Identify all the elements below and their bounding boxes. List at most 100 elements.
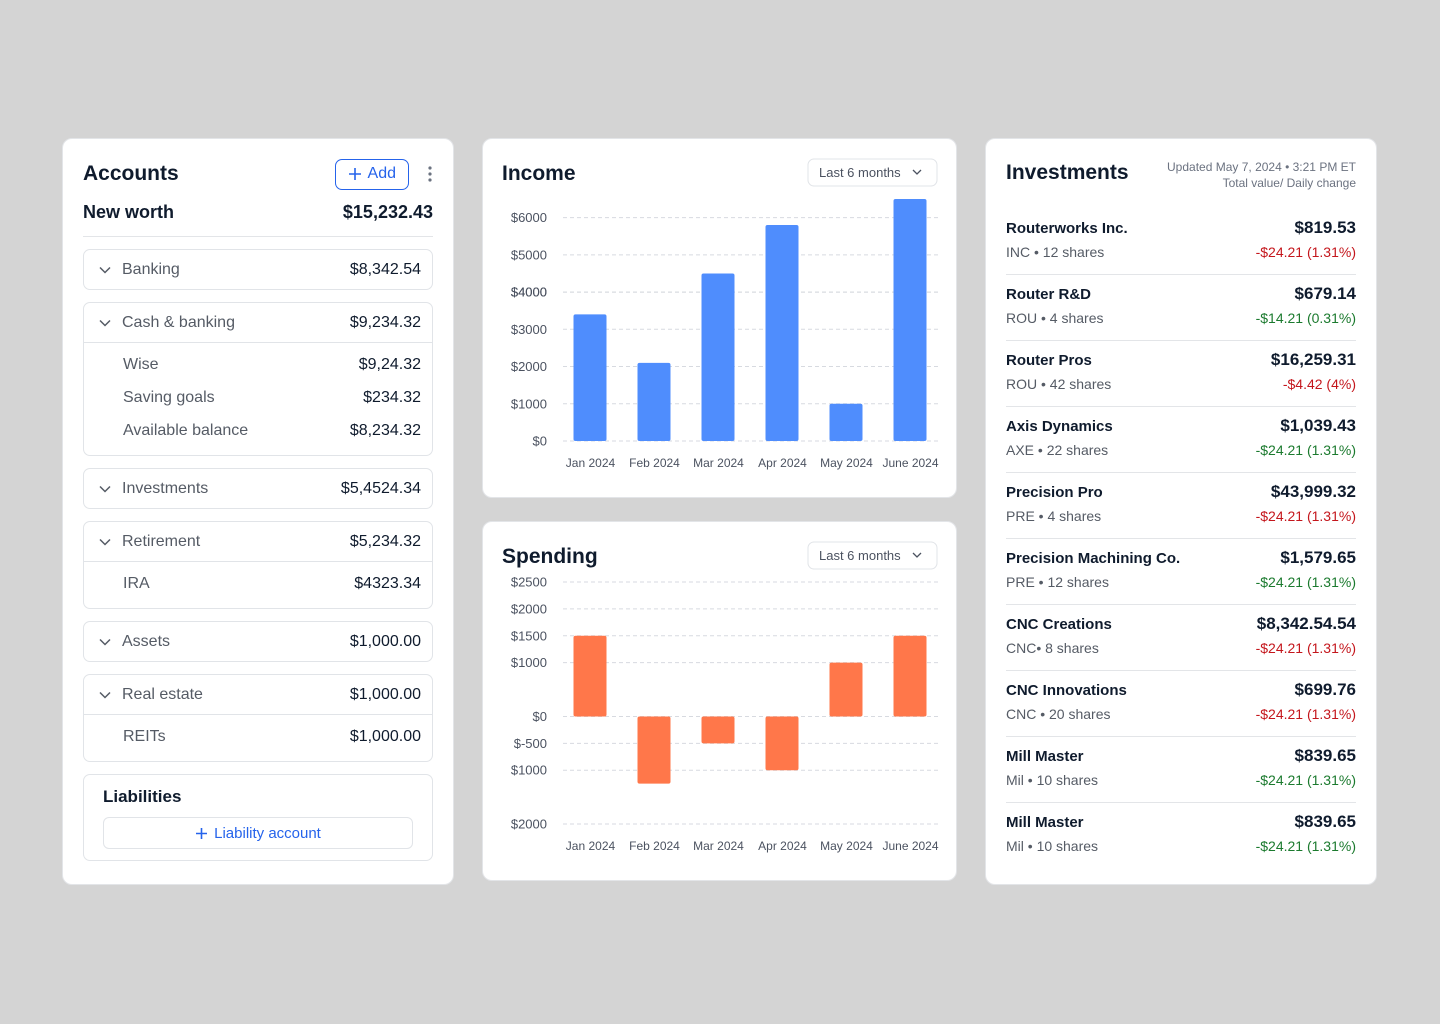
- holding-name: Mill Master: [1006, 747, 1084, 765]
- holding-top: Precision Machining Co. $1,579.65: [1006, 547, 1356, 569]
- account-group: Investments $5,4524.34: [83, 468, 433, 509]
- group-header[interactable]: Assets $1,000.00: [84, 622, 432, 661]
- x-tick-label: June 2024: [882, 456, 938, 470]
- add-button[interactable]: Add: [334, 158, 409, 190]
- subtitle: Total value/ Daily change: [1222, 176, 1356, 190]
- x-tick-label: Mar 2024: [693, 456, 744, 470]
- account-name: REITs: [123, 727, 166, 745]
- holding-detail: PRE • 4 shares: [1006, 508, 1102, 524]
- holding-detail: Mil • 10 shares: [1006, 838, 1099, 854]
- y-tick-label: $4000: [511, 285, 547, 300]
- liability-button[interactable]: Liability account: [103, 817, 413, 849]
- holding-detail: CNC• 8 shares: [1006, 640, 1099, 656]
- chevron-icon: [99, 319, 111, 327]
- group-name: Cash & banking: [122, 313, 235, 331]
- liabilities-title: Liabilities: [103, 787, 182, 806]
- x-tick-label: May 2024: [820, 456, 873, 470]
- group-name-wrap: Real estate: [98, 686, 203, 704]
- y-tick-label: $2500: [511, 575, 547, 590]
- account-group: Banking $8,342.54: [83, 249, 433, 290]
- holding-change: -$24.21 (1.31%): [1255, 706, 1356, 722]
- group-name: Investments: [122, 479, 209, 497]
- holding-detail: Mil • 10 shares: [1006, 772, 1099, 788]
- range-dropdown[interactable]: [807, 158, 938, 187]
- holding-change: -$24.21 (1.31%): [1255, 508, 1356, 524]
- bar: [893, 635, 927, 717]
- y-tick-label: $6000: [511, 210, 547, 225]
- more-icon[interactable]: [427, 165, 433, 183]
- x-tick-label: Jan 2024: [566, 456, 616, 470]
- holding: CNC Creations $8,342.54.54 CNC• 8 shares -$…: [1006, 605, 1356, 671]
- x-tick-label: Mar 2024: [693, 839, 744, 853]
- holding-name: CNC Innovations: [1006, 681, 1127, 699]
- chart-title: Spending: [502, 545, 598, 568]
- group-name: Banking: [122, 260, 180, 278]
- group-header[interactable]: Banking $8,342.54: [84, 250, 432, 289]
- account-group: Cash & banking $9,234.32 Wise $9,24.32 Savin…: [83, 302, 433, 456]
- holding: CNC Innovations $699.76 CNC • 20 shares -$2…: [1006, 671, 1356, 737]
- investments-card: Investments Updated May 7, 2024 • 3:21 P…: [985, 138, 1377, 885]
- holding-top: CNC Innovations $699.76: [1006, 679, 1356, 701]
- x-tick-label: June 2024: [882, 839, 938, 853]
- holding-detail: CNC • 20 shares: [1006, 706, 1111, 722]
- holding: Mill Master $839.65 Mil • 10 shares -$24.21…: [1006, 737, 1356, 803]
- holding-bottom: Mil • 10 shares -$24.21 (1.31%): [1006, 767, 1356, 793]
- chevron-icon: [99, 538, 111, 546]
- account-amount: $1,000.00: [349, 727, 421, 745]
- updated: Updated May 7, 2024 • 3:21 PM ET: [1167, 160, 1356, 174]
- holding-value: $839.65: [1294, 746, 1356, 765]
- bar: [573, 635, 607, 717]
- group-amount: $5,234.32: [349, 532, 421, 550]
- account-row: REITs $1,000.00: [84, 720, 432, 753]
- bar: [701, 716, 735, 744]
- bar: [765, 225, 799, 441]
- y-tick-label: $0: [533, 709, 547, 724]
- chevron-icon: [99, 485, 111, 493]
- plus-icon: [196, 827, 208, 839]
- group-items: Wise $9,24.32 Saving goals $234.32 Available…: [84, 342, 432, 455]
- y-tick-label: $3000: [511, 322, 547, 337]
- holding-bottom: INC • 12 shares -$24.21 (1.31%): [1006, 239, 1356, 265]
- chart: Income Last 6 months$6000$5000$4000$4000$…: [502, 158, 939, 470]
- group-amount: $1,000.00: [349, 685, 421, 703]
- holding-top: CNC Creations $8,342.54.54: [1006, 613, 1356, 635]
- group-name-wrap: Banking: [98, 261, 180, 279]
- holding-name: CNC Creations: [1006, 615, 1112, 633]
- x-tick-label: Apr 2024: [758, 456, 807, 470]
- chevron-icon: [99, 638, 111, 646]
- account-row: Saving goals $234.32: [84, 381, 432, 414]
- holding-top: Router Pros $16,259.31: [1006, 349, 1356, 371]
- x-tick-label: Feb 2024: [629, 456, 680, 470]
- account-name: Available balance: [123, 421, 249, 439]
- holding-name: Router Pros: [1006, 351, 1092, 369]
- group-header[interactable]: Cash & banking $9,234.32: [84, 303, 432, 342]
- bar: [701, 273, 735, 441]
- holding-change: -$24.21 (1.31%): [1255, 640, 1356, 656]
- group-amount: $9,234.32: [349, 313, 421, 331]
- holding-bottom: CNC • 20 shares -$24.21 (1.31%): [1006, 701, 1356, 727]
- account-amount: $8,234.32: [349, 421, 421, 439]
- account-row: IRA $4323.34: [84, 567, 432, 600]
- group-name-wrap: Retirement: [98, 533, 200, 551]
- chart-title: Income: [502, 162, 576, 185]
- chevron: [99, 638, 111, 646]
- holding-top: Router R&D $679.14: [1006, 283, 1356, 305]
- y-tick-label: $1000: [511, 763, 547, 778]
- holding: Router Pros $16,259.31 ROU • 42 shares -$4.…: [1006, 341, 1356, 407]
- liability-label: Liability account: [214, 824, 321, 842]
- group-header[interactable]: Real estate $1,000.00: [84, 675, 432, 714]
- bar: [829, 403, 863, 441]
- holding-name: Axis Dynamics: [1006, 417, 1113, 435]
- range-dropdown[interactable]: [807, 541, 938, 570]
- holding-value: $43,999.32: [1270, 482, 1356, 501]
- holding-change: -$24.21 (1.31%): [1255, 838, 1356, 854]
- group-header[interactable]: Retirement $5,234.32: [84, 522, 432, 561]
- group-header[interactable]: Investments $5,4524.34: [84, 469, 432, 508]
- dropdown-chevron: [912, 169, 922, 175]
- bar: [573, 314, 607, 441]
- group-name: Retirement: [122, 532, 201, 550]
- range-label: Last 6 months: [819, 548, 901, 563]
- accounts-card: Accounts Add New worth $15,232.43 Bankin…: [62, 138, 454, 885]
- group-amount: $8,342.54: [349, 260, 421, 278]
- account-name: Wise: [123, 355, 159, 373]
